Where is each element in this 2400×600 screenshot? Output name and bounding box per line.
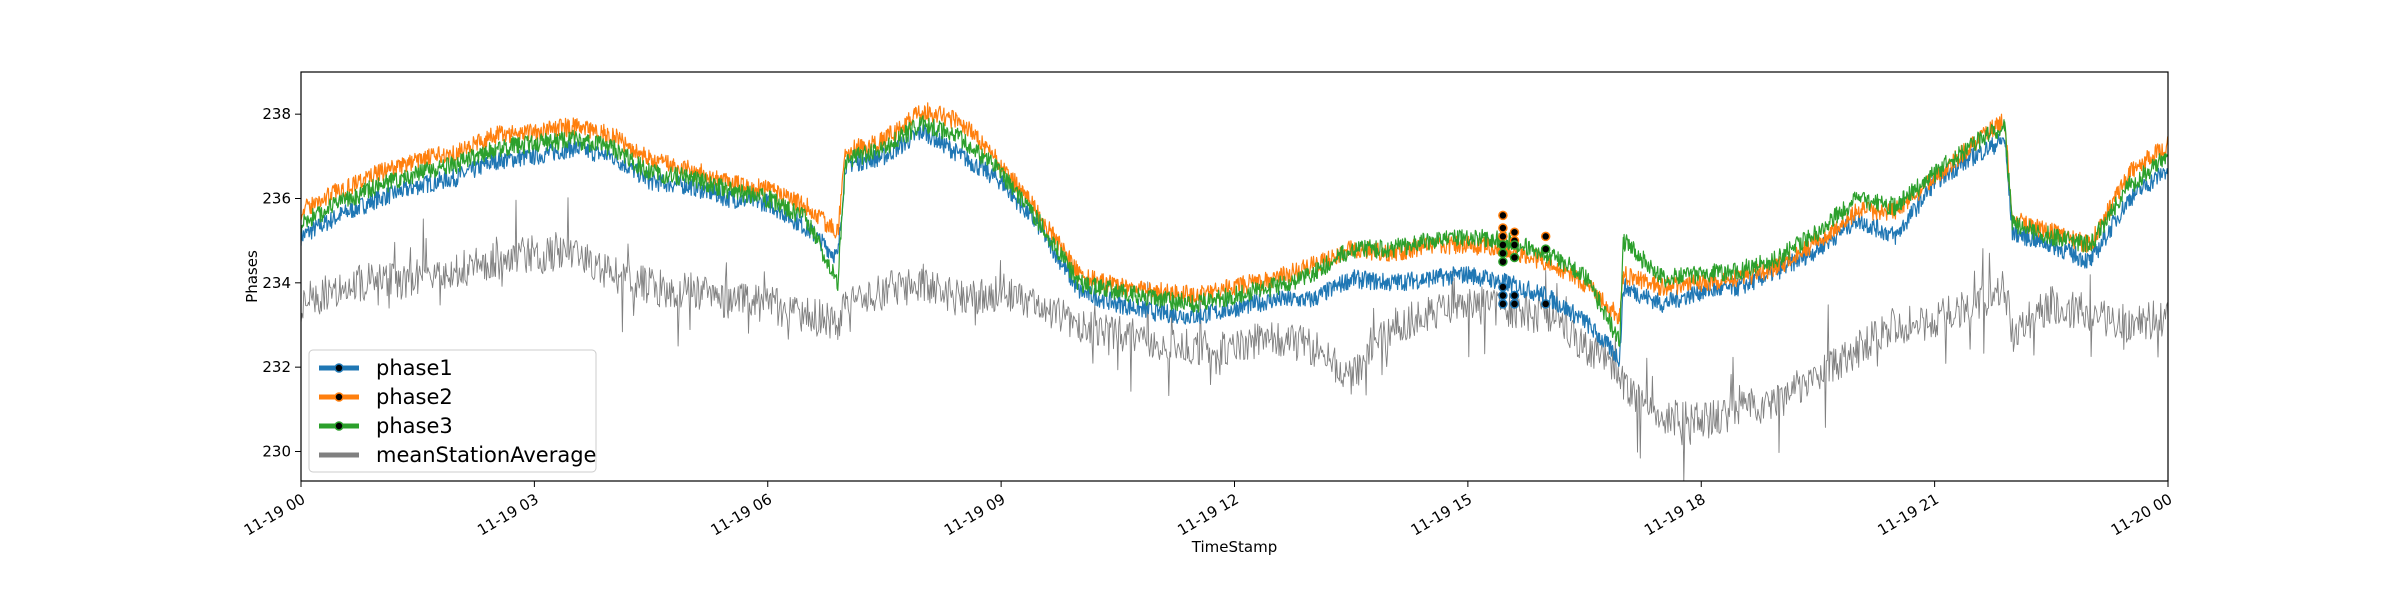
marker-point-phase1 <box>1540 299 1551 309</box>
y-tick-label: 236 <box>262 189 291 207</box>
y-axis: 230 232 234 236 238 <box>262 105 301 460</box>
series-line-meanStationAverage <box>301 197 2168 481</box>
marker-point-phase3 <box>1498 248 1508 259</box>
marker-point-phase1 <box>1498 290 1508 301</box>
series-line-phase2 <box>301 102 2168 325</box>
legend-marker-phase1 <box>334 363 344 373</box>
y-tick-label: 234 <box>262 274 291 292</box>
marker-point-phase2 <box>1498 231 1508 242</box>
legend-label-phase3: phase3 <box>376 414 453 438</box>
series-line-phase3 <box>301 115 2168 347</box>
marker-point-phase1 <box>1498 282 1508 292</box>
x-axis-title: TimeStamp <box>1191 538 1277 556</box>
marker-point-phase3 <box>1498 240 1508 250</box>
marker-point-phase1 <box>1498 299 1508 309</box>
marker-point-phase2 <box>1509 227 1520 237</box>
y-tick-label: 238 <box>262 105 291 123</box>
legend-label-meanStationAverage: meanStationAverage <box>376 443 596 467</box>
marker-point-phase3 <box>1509 252 1520 263</box>
marker-point-phase2 <box>1498 210 1508 221</box>
marker-point-phase3 <box>1509 240 1520 250</box>
marker-point-phase3 <box>1498 256 1508 267</box>
legend-label-phase1: phase1 <box>376 356 453 380</box>
y-tick-label: 232 <box>262 358 291 376</box>
marker-point-phase2 <box>1498 223 1508 233</box>
marker-point-phase1 <box>1509 299 1520 309</box>
marker-point-phase3 <box>1540 244 1551 254</box>
legend-marker-phase3 <box>334 421 344 431</box>
marker-layer <box>1498 210 1551 309</box>
marker-point-phase2 <box>1540 231 1551 242</box>
series-layer <box>301 102 2168 481</box>
legend: phase1 phase2 phase3 meanStationAverage <box>308 349 597 473</box>
legend-box <box>308 349 597 473</box>
y-axis-title: Phases <box>243 250 261 303</box>
y-tick-label: 230 <box>262 442 291 460</box>
legend-marker-phase2 <box>334 392 344 402</box>
legend-label-phase2: phase2 <box>376 385 453 409</box>
marker-point-phase1 <box>1509 290 1520 301</box>
series-line-phase1 <box>301 124 2168 367</box>
